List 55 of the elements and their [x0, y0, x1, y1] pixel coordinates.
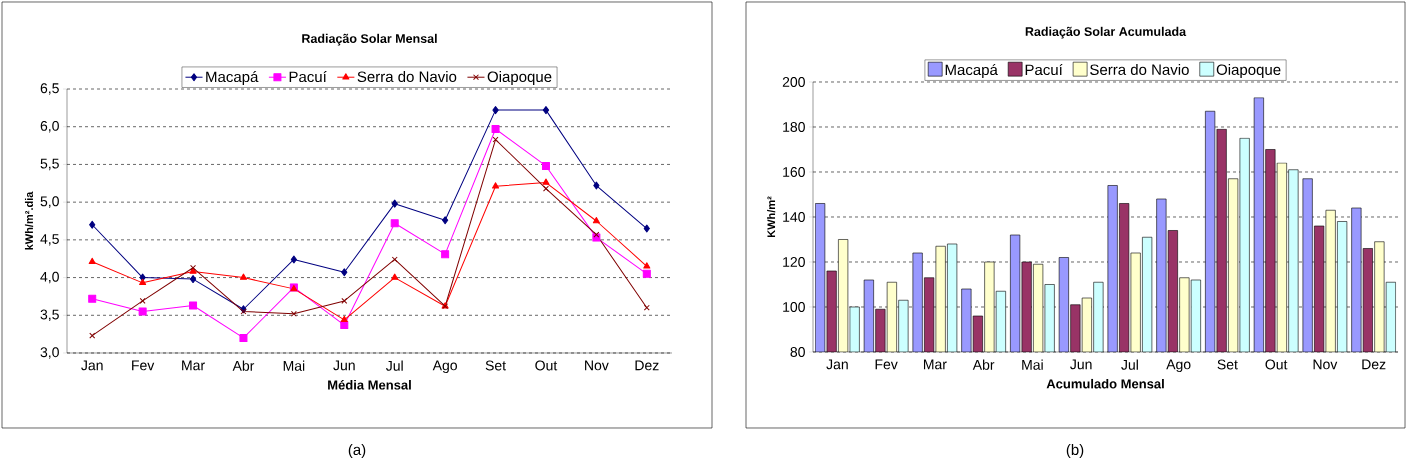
x-tick-label: Mai	[283, 360, 305, 371]
legend-label: Serra do Navio	[1090, 63, 1189, 75]
x-tick-label: Set	[485, 360, 506, 371]
x-axis-title: Acumulado Mensal	[1046, 378, 1164, 389]
x-tick-label: Dez	[1362, 359, 1386, 370]
y-tick-label: 140	[783, 212, 805, 222]
x-axis-title: Média Mensal	[328, 379, 411, 390]
x-tick-label: Mar	[923, 359, 947, 370]
y-tick-label: 200	[782, 77, 805, 87]
y-tick-label: 160	[783, 167, 805, 177]
y-axis-title: KWh/m²	[767, 196, 776, 238]
legend-label: Pacuí	[289, 70, 327, 83]
y-tick-label: 6,5	[40, 83, 59, 95]
chart-title: Radiação Solar Acumulada	[1025, 26, 1187, 39]
y-tick-label: 5,0	[40, 196, 59, 208]
x-tick-label: Jun	[333, 360, 355, 371]
x-tick-label: Mar	[182, 360, 205, 371]
legend-label: Oiapoque	[1216, 63, 1281, 78]
y-tick-label: 4,0	[40, 271, 59, 284]
x-tick-label: Dez	[635, 360, 659, 371]
x-tick-label: Out	[535, 360, 558, 371]
x-tick-label: Fev	[875, 359, 898, 370]
x-tick-label: Set	[1217, 359, 1238, 370]
legend-label: Macapá	[206, 70, 259, 86]
x-tick-label: Nov	[585, 360, 609, 371]
x-tick-label: Jan	[826, 359, 848, 370]
chart-title: Radiação Solar Mensal	[302, 33, 437, 46]
y-tick-label: 120	[783, 257, 805, 267]
y-tick-label: 100	[783, 302, 805, 312]
x-tick-label: Jul	[1121, 359, 1138, 370]
y-tick-label: 5,5	[40, 158, 59, 171]
x-tick-label: Fev	[132, 360, 155, 371]
x-tick-label: Jul	[385, 360, 403, 371]
x-tick-label: Nov	[1313, 359, 1338, 370]
x-tick-label: Jan	[81, 360, 103, 371]
x-tick-label: Abr	[232, 360, 255, 371]
y-axis-title: kWh/m².dia	[24, 191, 34, 250]
y-tick-label: 180	[783, 122, 805, 132]
y-tick-label: 3,0	[40, 347, 59, 359]
y-tick-label: 3,5	[40, 309, 59, 322]
legend-label: Oiapoque	[487, 71, 552, 85]
x-tick-label: Ago	[1166, 359, 1191, 373]
legend-label: Serra do Navio	[357, 71, 457, 83]
legend-label: Pacuí	[1025, 63, 1063, 76]
text: (a)	[348, 444, 366, 458]
y-tick-label: 4,5	[40, 234, 59, 246]
y-tick-label: 6,0	[40, 120, 59, 133]
x-tick-label: Mai	[1022, 359, 1043, 370]
legend-label: Macapá	[945, 63, 998, 79]
x-tick-label: Jun	[1070, 359, 1092, 370]
x-tick-label: Ago	[432, 360, 457, 374]
x-tick-label: Out	[1265, 359, 1288, 370]
x-tick-label: Abr	[972, 359, 995, 370]
y-tick-label: 80	[790, 347, 805, 357]
text: (b)	[1066, 444, 1084, 458]
